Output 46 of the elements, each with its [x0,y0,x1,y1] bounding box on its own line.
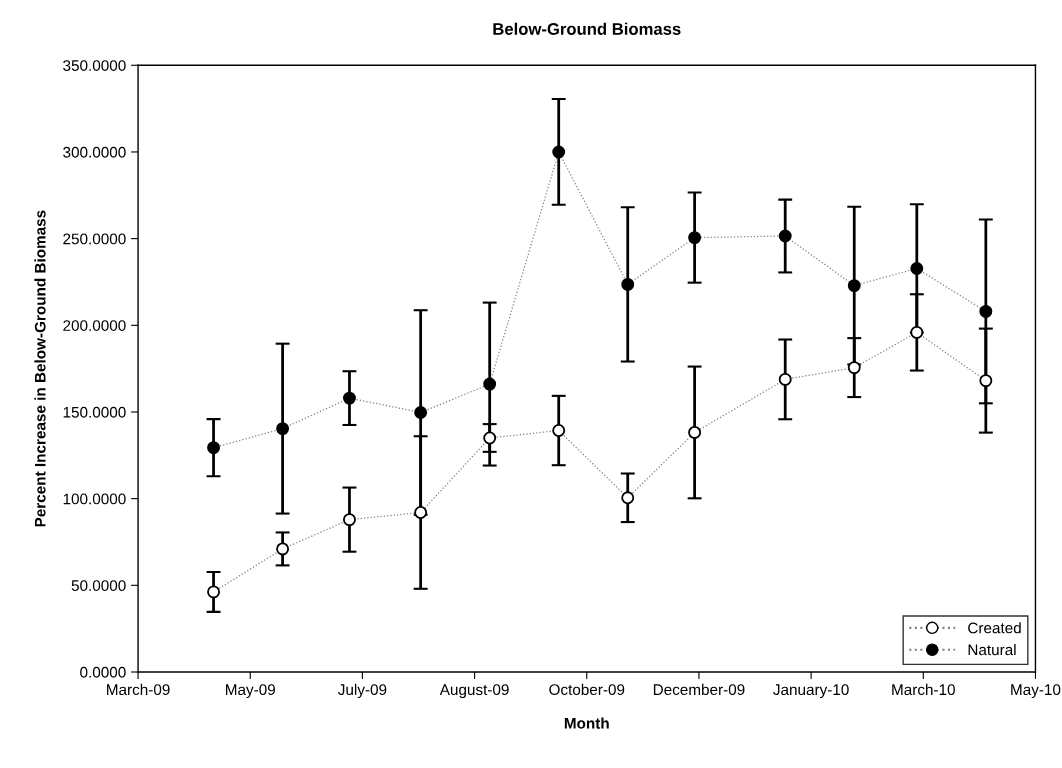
point [276,422,290,436]
point [343,513,356,527]
x-tick-label: July-09 [338,683,387,699]
point [414,406,428,419]
point [979,374,993,388]
y-tick-label: 100.0000 [63,493,126,505]
x-tick-label: March-10 [892,683,955,696]
x-tick-label: May-10 [1011,684,1061,699]
y-axis-title: Percent Increase in Below-Ground Biomass [34,210,46,527]
y-tick-label: 350.0000 [63,60,126,71]
point [621,491,635,505]
point [483,377,497,391]
point [483,431,497,445]
point [688,231,702,245]
x-tick-label: May-09 [226,684,275,699]
point [621,277,635,291]
legend-label: Natural [968,644,1016,656]
chart-title: Below-Ground Biomass [493,22,681,35]
x-tick-label: August-09 [439,684,509,699]
point [910,325,924,339]
y-tick-label: 200.0000 [63,320,126,331]
x-tick-label: December-09 [653,683,745,696]
point [343,391,356,405]
x-tick-label: March-09 [107,683,170,696]
point [552,145,566,159]
x-tick-label: October-09 [549,683,625,696]
y-tick-label: 150.0000 [63,406,126,418]
point [847,279,861,293]
point [552,424,566,437]
y-tick-label: 250.0000 [63,233,126,245]
point [847,361,861,375]
point [688,425,702,439]
legend-label: Created [968,622,1021,634]
point [414,506,428,519]
point [207,441,221,455]
y-tick-label: 300.0000 [63,146,126,158]
point [207,585,221,599]
point [979,304,993,318]
x-axis-title: Month [564,717,609,729]
point [778,372,792,386]
y-tick-label: 0.0000 [80,666,126,678]
y-tick-label: 50.0000 [71,580,126,592]
point [910,261,924,275]
x-tick-label: January-10 [773,684,849,699]
point [276,542,290,556]
point [778,229,792,243]
